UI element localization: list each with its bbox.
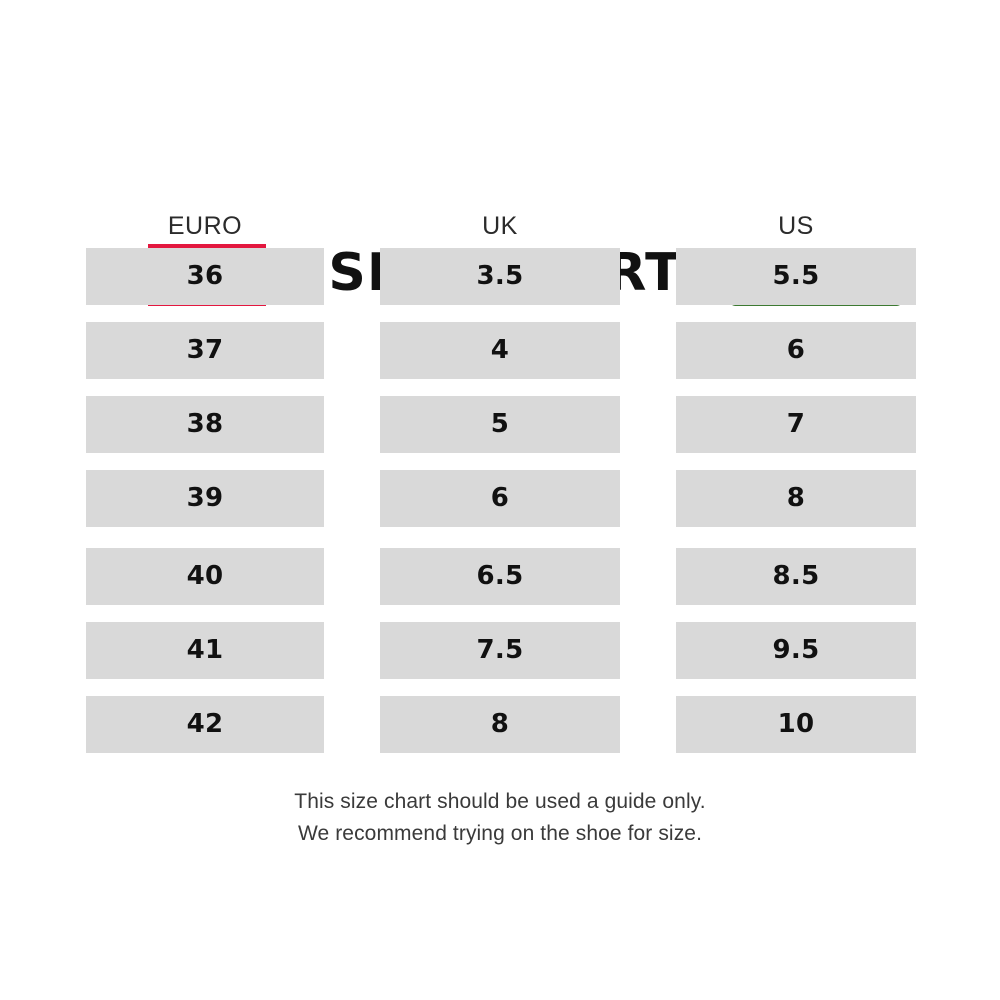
size-cell-euro: 41 — [86, 622, 324, 679]
column-header-uk: UK — [482, 212, 518, 240]
table-row: 37 4 6 — [86, 322, 916, 379]
size-cell-uk: 4 — [380, 322, 620, 379]
footer-line-2: We recommend trying on the shoe for size… — [297, 822, 703, 845]
size-cell-us: 9.5 — [676, 622, 916, 679]
table-row: 41 7.5 9.5 — [86, 622, 916, 679]
size-cell-us: 8.5 — [676, 548, 916, 605]
size-cell-us: 10 — [676, 696, 916, 753]
size-cell-uk: 5 — [380, 396, 620, 453]
footer-disclaimer: This size chart should be used a guide o… — [140, 786, 860, 850]
size-cell-uk: 6.5 — [380, 548, 620, 605]
size-cell-us: 8 — [676, 470, 916, 527]
size-cell-uk: 3.5 — [380, 248, 620, 305]
table-row: 36 3.5 5.5 — [86, 248, 916, 305]
table-row: 39 6 8 — [86, 470, 916, 527]
size-cell-uk: 8 — [380, 696, 620, 753]
size-table-body: 36 3.5 5.5 37 4 6 38 5 7 39 6 8 40 6.5 8… — [86, 248, 916, 756]
column-header-euro: EURO — [167, 212, 243, 240]
size-cell-euro: 38 — [86, 396, 324, 453]
footer-line-1: This size chart should be used a guide o… — [294, 790, 706, 813]
size-cell-us: 7 — [676, 396, 916, 453]
column-header-us: US — [778, 212, 814, 240]
size-cell-euro: 37 — [86, 322, 324, 379]
size-cell-euro: 40 — [86, 548, 324, 605]
header-bar: fashion by rieker ANTISTRESS SIZE CHART … — [0, 118, 1000, 306]
size-cell-us: 5.5 — [676, 248, 916, 305]
table-row: 38 5 7 — [86, 396, 916, 453]
size-cell-euro: 39 — [86, 470, 324, 527]
size-cell-uk: 6 — [380, 470, 620, 527]
table-row: 42 8 10 — [86, 696, 916, 753]
size-cell-us: 6 — [676, 322, 916, 379]
table-column-headers: EURO UK US — [86, 210, 916, 246]
table-row: 40 6.5 8.5 — [86, 548, 916, 605]
size-cell-uk: 7.5 — [380, 622, 620, 679]
size-cell-euro: 36 — [86, 248, 324, 305]
size-cell-euro: 42 — [86, 696, 324, 753]
